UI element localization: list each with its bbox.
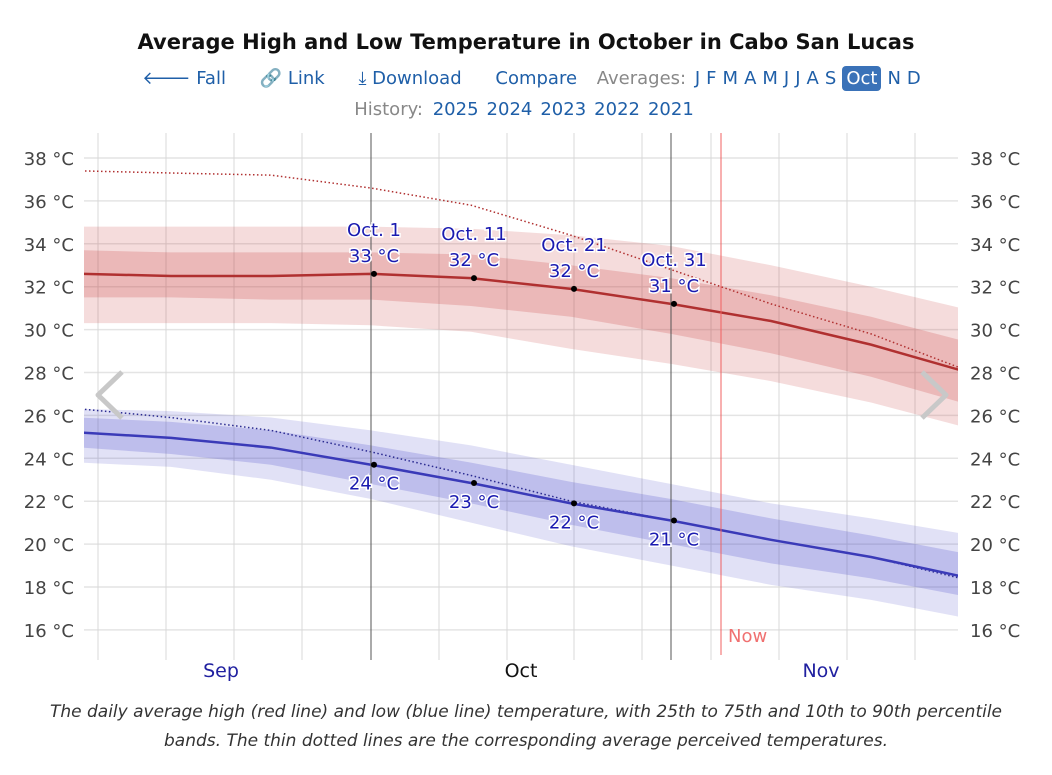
- now-label: Now: [728, 626, 767, 647]
- month-link-11[interactable]: D: [906, 68, 921, 89]
- chevron-left-icon[interactable]: [95, 370, 124, 420]
- low-point: [671, 517, 677, 524]
- chart-caption: The daily average high (red line) and lo…: [49, 702, 1003, 751]
- y-tick-label-right: 22 °C: [970, 492, 1020, 513]
- y-tick-label-left: 16 °C: [24, 621, 74, 642]
- page-title: Average High and Low Temperature in Octo…: [137, 30, 915, 54]
- low-mean-line: [84, 431, 958, 577]
- annotation-low: 24 °C: [349, 474, 399, 495]
- history-label: History:: [354, 99, 423, 120]
- annotation-low: 21 °C: [649, 530, 699, 551]
- year-links: 2025 2024 2023 2022 2021: [429, 99, 698, 120]
- annotation-high: 31 °C: [649, 276, 699, 297]
- y-tick-label-right: 16 °C: [970, 621, 1020, 642]
- year-link-2022[interactable]: 2022: [594, 99, 640, 120]
- y-tick-label-right: 20 °C: [970, 535, 1020, 556]
- annotation-high: 33 °C: [349, 246, 399, 267]
- year-link-2025[interactable]: 2025: [432, 99, 479, 120]
- fall-link[interactable]: 🡐 Fall: [142, 68, 226, 89]
- month-link-3[interactable]: A: [744, 68, 757, 89]
- month-link-10[interactable]: N: [887, 68, 901, 89]
- year-link-2024[interactable]: 2024: [486, 99, 533, 120]
- high-point: [671, 300, 677, 307]
- y-tick-label-left: 32 °C: [24, 278, 74, 299]
- y-tick-label-left: 30 °C: [24, 321, 74, 342]
- y-tick-label-left: 24 °C: [24, 449, 74, 470]
- month-link-7[interactable]: A: [806, 68, 819, 89]
- year-link-2021[interactable]: 2021: [647, 99, 694, 120]
- y-tick-label-left: 18 °C: [24, 578, 74, 599]
- chevron-right-icon[interactable]: [920, 370, 949, 420]
- high-feels-like-line: [84, 170, 958, 368]
- month-link-5[interactable]: J: [783, 68, 790, 89]
- nav-bar: 🡐 Fall 🔗 Link ⤓ Download Compare Average…: [0, 66, 1052, 91]
- low-p25-p75-band: [84, 417, 958, 596]
- y-tick-label-left: 36 °C: [24, 192, 74, 213]
- month-links: J F M A M J J A S Oct N D: [692, 66, 924, 91]
- year-link-2023[interactable]: 2023: [540, 99, 587, 120]
- low-p10-p90-band: [84, 409, 958, 617]
- low-point: [471, 479, 477, 486]
- low-point: [371, 461, 377, 468]
- month-link-6[interactable]: J: [795, 68, 801, 89]
- annotation-high: 32 °C: [449, 250, 499, 271]
- y-tick-label-right: 18 °C: [970, 578, 1020, 599]
- temperature-chart: 16 °C 16 °C 18 °C 18 °C 20 °C 20 °C 22 °C 22 °C…: [24, 133, 1020, 682]
- y-tick-label-left: 34 °C: [24, 235, 74, 256]
- y-tick-label-left: 28 °C: [24, 364, 74, 385]
- month-link-8[interactable]: S: [824, 68, 837, 89]
- y-tick-label-right: 24 °C: [970, 449, 1020, 470]
- high-mean-line: [84, 272, 958, 371]
- x-month-label: Sep: [203, 660, 239, 682]
- annotation-date: Oct. 21: [541, 235, 606, 256]
- link-icon: 🔗: [259, 68, 283, 89]
- arrow-left-icon: 🡐: [142, 68, 191, 89]
- y-tick-label-left: 38 °C: [24, 149, 74, 170]
- averages-label: Averages:: [596, 68, 687, 89]
- y-tick-label-left: 20 °C: [24, 535, 74, 556]
- y-tick-label-right: 32 °C: [970, 278, 1020, 299]
- high-p25-p75-band: [84, 250, 958, 402]
- x-month-label: Nov: [802, 660, 839, 682]
- y-tick-label-left: 26 °C: [24, 406, 74, 427]
- month-link-4[interactable]: M: [762, 68, 778, 89]
- y-tick-label-right: 38 °C: [970, 149, 1020, 170]
- annotation-date: Oct. 31: [641, 250, 706, 271]
- download-icon: ⤓: [358, 68, 367, 89]
- annotation-date: Oct. 1: [347, 220, 401, 241]
- history-bar: History: 2025 2024 2023 2022 2021: [0, 99, 1052, 120]
- month-link-0[interactable]: J: [694, 68, 701, 89]
- annotation-date: Oct. 11: [441, 224, 506, 245]
- y-tick-label-right: 30 °C: [970, 321, 1020, 342]
- high-point: [471, 275, 477, 282]
- low-point: [571, 500, 577, 507]
- y-tick-label-right: 26 °C: [970, 406, 1020, 427]
- link-button[interactable]: 🔗 Link: [259, 68, 325, 89]
- annotation-low: 22 °C: [549, 512, 599, 533]
- y-tick-label-right: 34 °C: [970, 235, 1020, 256]
- month-link-2[interactable]: M: [722, 68, 739, 89]
- high-point: [371, 270, 377, 277]
- annotation-low: 23 °C: [449, 492, 499, 513]
- y-tick-label-right: 36 °C: [970, 192, 1020, 213]
- y-tick-label-right: 28 °C: [970, 364, 1020, 385]
- x-month-label: Oct: [505, 660, 538, 682]
- low-feels-like-line: [84, 408, 958, 579]
- annotation-high: 32 °C: [549, 261, 599, 282]
- high-point: [571, 285, 577, 292]
- month-link-9[interactable]: Oct: [842, 66, 882, 91]
- compare-link[interactable]: Compare: [495, 68, 578, 89]
- month-link-1[interactable]: F: [706, 68, 717, 89]
- download-button[interactable]: ⤓ Download: [358, 68, 462, 89]
- y-tick-label-left: 22 °C: [24, 492, 74, 513]
